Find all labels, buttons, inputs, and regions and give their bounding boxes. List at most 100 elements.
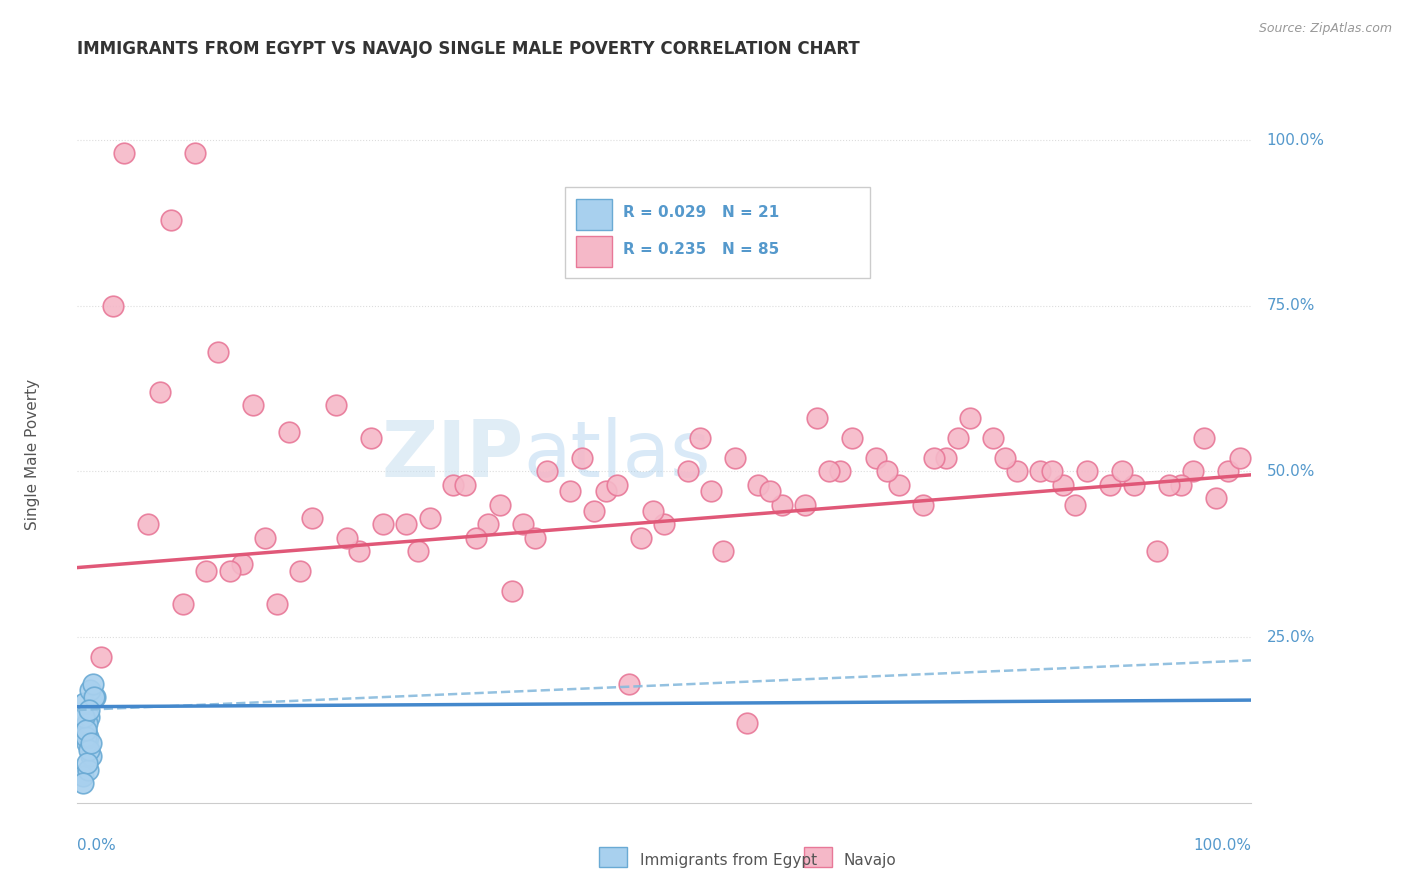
Point <box>711 544 734 558</box>
Point <box>959 411 981 425</box>
Text: R = 0.235   N = 85: R = 0.235 N = 85 <box>623 242 779 257</box>
Point <box>536 465 558 479</box>
Point <box>160 212 183 227</box>
Point <box>112 146 135 161</box>
Point <box>724 451 747 466</box>
Text: Navajo: Navajo <box>844 854 897 868</box>
Point <box>76 756 98 770</box>
Text: Immigrants from Egypt: Immigrants from Egypt <box>640 854 817 868</box>
Point <box>360 431 382 445</box>
Point <box>571 451 593 466</box>
Point <box>865 451 887 466</box>
Point <box>676 465 699 479</box>
Text: Source: ZipAtlas.com: Source: ZipAtlas.com <box>1258 22 1392 36</box>
Point <box>75 723 97 737</box>
Point <box>1052 477 1074 491</box>
Point <box>101 299 124 313</box>
Point <box>73 697 96 711</box>
Point <box>1076 465 1098 479</box>
Point <box>254 531 277 545</box>
Point <box>1181 465 1204 479</box>
Point <box>75 723 97 737</box>
Point <box>689 431 711 445</box>
Point <box>77 763 100 777</box>
Point <box>1229 451 1251 466</box>
Point <box>76 716 98 731</box>
Point <box>806 411 828 425</box>
Point <box>76 736 98 750</box>
Point <box>419 511 441 525</box>
Point <box>441 477 464 491</box>
Point <box>336 531 359 545</box>
Point <box>1122 477 1144 491</box>
Point <box>75 730 97 744</box>
Point <box>924 451 946 466</box>
Text: ZIP: ZIP <box>381 417 523 493</box>
Point <box>595 484 617 499</box>
Point <box>148 384 170 399</box>
Point <box>290 564 312 578</box>
Point <box>90 650 112 665</box>
Point <box>630 531 652 545</box>
Text: 0.0%: 0.0% <box>77 838 117 853</box>
Point <box>841 431 863 445</box>
Point <box>935 451 957 466</box>
Point <box>770 498 793 512</box>
Text: IMMIGRANTS FROM EGYPT VS NAVAJO SINGLE MALE POVERTY CORRELATION CHART: IMMIGRANTS FROM EGYPT VS NAVAJO SINGLE M… <box>77 40 860 58</box>
Point <box>641 504 664 518</box>
Point <box>347 544 370 558</box>
Point <box>794 498 817 512</box>
Point <box>994 451 1017 466</box>
Text: 25.0%: 25.0% <box>1267 630 1315 645</box>
Point <box>242 398 264 412</box>
Point <box>1040 465 1063 479</box>
Point <box>1099 477 1122 491</box>
Point <box>219 564 242 578</box>
Point <box>395 517 418 532</box>
Point <box>231 558 253 572</box>
Point <box>512 517 534 532</box>
Point <box>371 517 394 532</box>
Point <box>72 776 94 790</box>
Bar <box>804 847 832 867</box>
Point <box>77 730 100 744</box>
Point <box>77 743 100 757</box>
Text: 100.0%: 100.0% <box>1194 838 1251 853</box>
Point <box>735 716 758 731</box>
Point <box>700 484 723 499</box>
Point <box>606 477 628 491</box>
Text: 100.0%: 100.0% <box>1267 133 1324 148</box>
Point <box>889 477 911 491</box>
Point <box>1029 465 1052 479</box>
Point <box>266 597 288 611</box>
Text: R = 0.029   N = 21: R = 0.029 N = 21 <box>623 205 779 220</box>
Point <box>817 465 839 479</box>
Point <box>83 690 105 704</box>
Point <box>524 531 547 545</box>
Point <box>465 531 488 545</box>
Point <box>1005 465 1028 479</box>
Point <box>82 676 104 690</box>
FancyBboxPatch shape <box>565 187 870 277</box>
Text: 75.0%: 75.0% <box>1267 298 1315 313</box>
Point <box>207 345 229 359</box>
Point <box>77 709 100 723</box>
Point <box>911 498 934 512</box>
Point <box>830 465 852 479</box>
Text: atlas: atlas <box>523 417 711 493</box>
Point <box>195 564 218 578</box>
Point <box>1064 498 1087 512</box>
Point <box>489 498 512 512</box>
Point <box>80 736 103 750</box>
Bar <box>576 235 612 267</box>
Point <box>652 517 676 532</box>
Point <box>1111 465 1133 479</box>
Bar <box>599 847 627 867</box>
Point <box>759 484 782 499</box>
Point <box>136 517 159 532</box>
Point <box>77 703 100 717</box>
Bar <box>576 199 612 230</box>
Point <box>617 676 640 690</box>
Point <box>1194 431 1216 445</box>
Text: Single Male Poverty: Single Male Poverty <box>25 379 41 531</box>
